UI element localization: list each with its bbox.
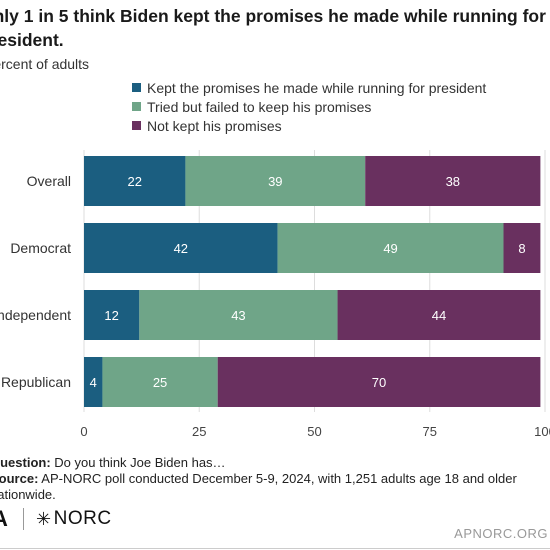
legend: Kept the promises he made while running … [132, 78, 486, 135]
footer-divider [0, 548, 550, 549]
legend-item-tried: Tried but failed to keep his promises [132, 97, 486, 116]
data-label: 70 [372, 375, 386, 390]
brand-url: APNORC.ORG [454, 526, 548, 541]
question-text: Do you think Joe Biden has… [50, 455, 226, 470]
bar-segment [503, 223, 541, 273]
bar-segment [84, 357, 103, 407]
legend-swatch-tried [132, 102, 141, 111]
bar-segment [365, 156, 541, 206]
bar-segment [337, 290, 541, 340]
legend-item-kept: Kept the promises he made while running … [132, 78, 486, 97]
data-label: 44 [432, 308, 446, 323]
norc-logo: ✳ NORC [36, 506, 112, 532]
data-label: 22 [127, 174, 141, 189]
bar-segment [84, 290, 140, 340]
data-label: 39 [268, 174, 282, 189]
bar-segment [217, 357, 541, 407]
data-label: 49 [383, 241, 397, 256]
legend-label-not-kept: Not kept his promises [147, 117, 282, 134]
chart-notes: Question: Do you think Joe Biden has… So… [0, 455, 550, 503]
data-label: 25 [153, 375, 167, 390]
legend-swatch-kept [132, 83, 141, 92]
data-label: 4 [90, 375, 97, 390]
chart-subtitle: Percent of adults [0, 56, 90, 72]
legend-label-kept: Kept the promises he made while running … [147, 79, 487, 96]
x-tick-label: 0 [80, 424, 87, 439]
chart-title: Only 1 in 5 think Biden kept the promise… [0, 6, 546, 50]
legend-label-tried: Tried but failed to keep his promises [147, 98, 372, 115]
source-label: Source: [0, 471, 39, 486]
data-label: 42 [174, 241, 188, 256]
norc-star-icon: ✳ [36, 508, 52, 529]
data-label: 43 [231, 308, 245, 323]
bar-segment [84, 223, 278, 273]
category-label: Overall [27, 173, 71, 189]
x-tick-label: 75 [423, 424, 437, 439]
ap-logo-text: AP [0, 506, 8, 532]
data-label: 38 [446, 174, 460, 189]
bar-segment [277, 223, 504, 273]
x-tick-label: 50 [307, 424, 321, 439]
question-note: Question: Do you think Joe Biden has… [0, 455, 550, 471]
bar-segment [139, 290, 338, 340]
source-note: Source: AP-NORC poll conducted December … [0, 471, 535, 503]
legend-item-not-kept: Not kept his promises [132, 116, 486, 135]
category-label: Republican [1, 374, 71, 390]
bar-segment [84, 156, 186, 206]
bar-segment [185, 156, 366, 206]
source-text: AP-NORC poll conducted December 5-9, 202… [0, 471, 517, 502]
norc-logo-text: NORC [53, 508, 112, 529]
bar-segment [102, 357, 218, 407]
x-tick-label: 100 [534, 424, 550, 439]
x-tick-label: 25 [192, 424, 206, 439]
data-label: 12 [104, 308, 118, 323]
category-label: Democrat [10, 240, 71, 256]
logo-divider [23, 508, 24, 530]
stacked-bar-chart: 0 25 50 75 100 Overall 22 39 38 Democrat 42 49 8 Inde… [0, 150, 550, 439]
ap-logo: AP [0, 506, 8, 532]
question-label: Question: [0, 455, 51, 470]
data-label: 8 [518, 241, 525, 256]
legend-swatch-not-kept [132, 121, 141, 130]
category-label: Independent [0, 307, 71, 323]
